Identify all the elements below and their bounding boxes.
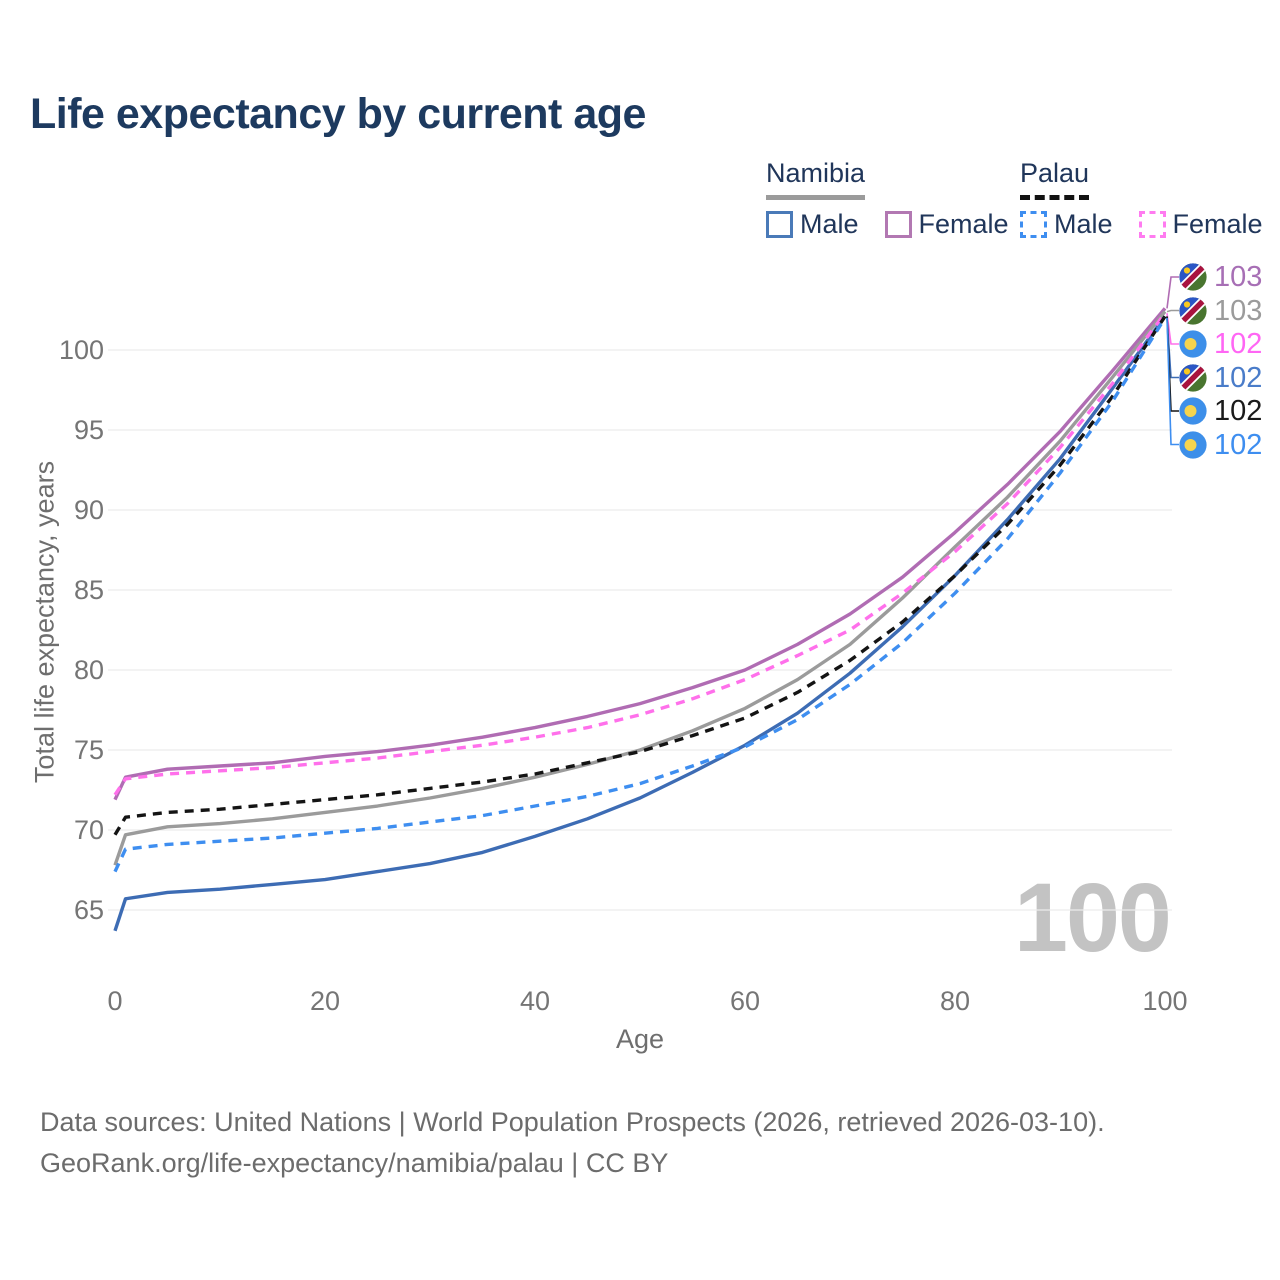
y-tick-label: 95 <box>73 415 104 445</box>
namibia-flag-icon <box>1179 296 1207 325</box>
end-value: 102 <box>1214 428 1263 461</box>
palau-flag-icon <box>1179 330 1207 358</box>
series-line-namibia-male[interactable] <box>113 315 1167 932</box>
end-label-palau-both: 102 <box>1179 394 1262 428</box>
end-label-namibia-male: 102 <box>1179 361 1262 395</box>
label-connector-namibia-both <box>1166 309 1179 313</box>
data-sources-text: Data sources: United Nations | World Pop… <box>40 1107 1105 1137</box>
namibia-female-swatch-icon <box>884 211 912 238</box>
legend-group-namibia: Namibia Male Female <box>766 158 1009 240</box>
series-line-namibia-female[interactable] <box>113 307 1167 801</box>
end-value: 102 <box>1214 361 1263 394</box>
palau-flag-icon <box>1179 430 1207 459</box>
y-tick-label: 75 <box>73 735 104 765</box>
legend-label: Male <box>800 209 859 239</box>
x-tick-label: 20 <box>309 986 341 1016</box>
y-tick-label: 90 <box>73 495 104 525</box>
legend-group-palau: Palau Male Female <box>1020 158 1263 240</box>
legend-label: Female <box>918 209 1009 239</box>
y-tick-label: 65 <box>73 895 104 925</box>
end-value: 102 <box>1214 328 1263 360</box>
x-tick-label: 80 <box>939 986 971 1016</box>
page-title: Life expectancy by current age <box>30 90 646 138</box>
x-tick-label: 60 <box>729 986 761 1016</box>
attribution-text: GeoRank.org/life-expectancy/namibia/pala… <box>40 1148 669 1178</box>
y-tick-label: 100 <box>58 335 104 365</box>
label-connector-palau-male <box>1166 317 1179 446</box>
label-connector-palau-female <box>1166 313 1179 345</box>
line-chart-svg <box>108 276 1179 932</box>
legend-label: Female <box>1172 209 1263 239</box>
end-label-palau-female: 102 <box>1179 327 1262 361</box>
palau-male-swatch-icon <box>1020 211 1047 238</box>
end-label-palau-male: 102 <box>1179 428 1262 462</box>
end-value: 102 <box>1214 395 1263 427</box>
legend-label: Male <box>1054 209 1113 239</box>
legend-item-palau-female[interactable]: Female <box>1138 209 1263 240</box>
footer: Data sources: United Nations | World Pop… <box>40 1102 1105 1184</box>
y-tick-label: 80 <box>73 655 104 685</box>
x-tick-label: 0 <box>107 986 123 1016</box>
y-tick-label: 85 <box>73 575 104 605</box>
x-axis-title: Age <box>615 1024 665 1054</box>
namibia-male-swatch-icon <box>766 211 793 238</box>
series-line-palau-female[interactable] <box>113 312 1167 796</box>
legend-country-palau[interactable]: Palau <box>1020 158 1090 200</box>
y-tick-label: 70 <box>73 815 104 845</box>
label-connector-namibia-female <box>1166 276 1179 309</box>
legend-item-palau-male[interactable]: Male <box>1020 209 1113 240</box>
end-value: 103 <box>1214 261 1263 293</box>
legend-country-namibia[interactable]: Namibia <box>766 158 866 200</box>
palau-female-swatch-icon <box>1138 211 1166 238</box>
palau-flag-icon <box>1179 397 1207 425</box>
x-tick-label: 100 <box>1142 986 1188 1016</box>
series-line-palau-both[interactable] <box>113 315 1167 836</box>
namibia-flag-icon <box>1179 263 1207 291</box>
age-counter-watermark: 100 <box>1014 863 1172 972</box>
x-tick-label: 40 <box>519 986 551 1016</box>
end-value: 103 <box>1214 294 1263 327</box>
series-line-palau-male[interactable] <box>113 317 1167 873</box>
legend-item-namibia-female[interactable]: Female <box>884 209 1009 240</box>
end-label-namibia-female: 103 <box>1179 260 1262 294</box>
end-label-namibia-both: 103 <box>1179 294 1262 328</box>
legend-item-namibia-male[interactable]: Male <box>766 209 859 240</box>
namibia-flag-icon <box>1179 363 1207 392</box>
